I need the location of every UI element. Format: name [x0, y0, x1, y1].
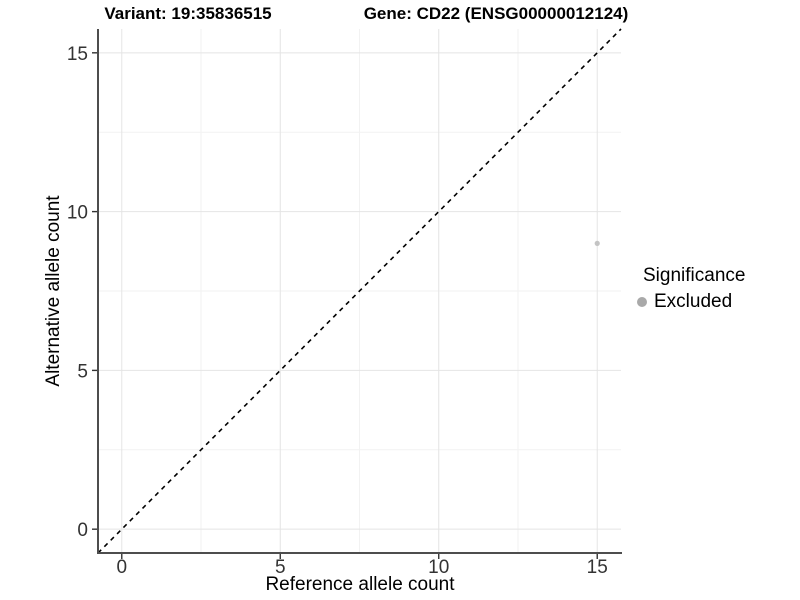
y-tick-label: 0 — [77, 520, 88, 541]
y-tick-label: 5 — [77, 361, 88, 382]
x-tick-label: 10 — [428, 557, 449, 578]
y-tick-label: 10 — [67, 203, 88, 224]
chart-title-gene: Gene: CD22 (ENSG00000012124) — [363, 4, 629, 23]
data-point — [594, 240, 600, 246]
identity-line — [97, 28, 622, 554]
x-tick-label: 5 — [275, 557, 286, 578]
legend-point-icon — [637, 297, 647, 307]
x-tick-label: 0 — [116, 557, 127, 578]
y-tick-label: 15 — [67, 44, 88, 65]
legend-item-label: Excluded — [654, 291, 733, 312]
x-axis-title: Reference allele count — [265, 574, 455, 595]
legend: Significance Excluded — [632, 264, 745, 314]
x-tick-label: 15 — [587, 557, 608, 578]
legend-item: Excluded — [632, 290, 745, 314]
chart-title-variant: Variant: 19:35836515 — [104, 4, 272, 23]
legend-title: Significance — [643, 265, 746, 286]
